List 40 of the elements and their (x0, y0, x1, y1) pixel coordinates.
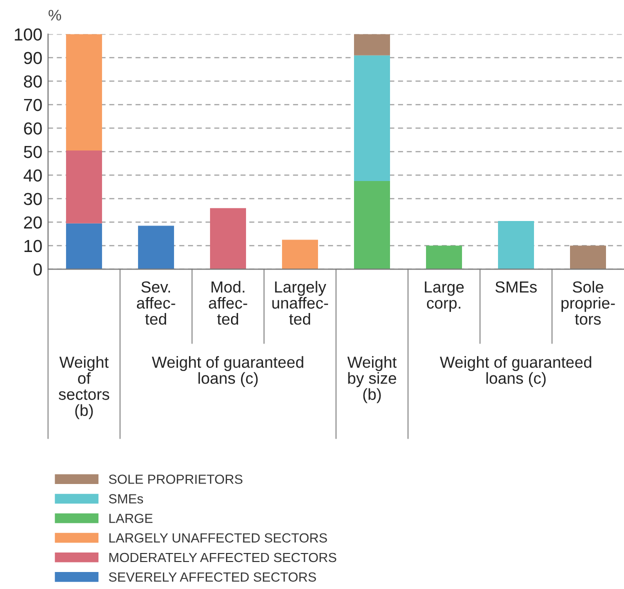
legend-label: SOLE PROPRIETORS (108, 474, 242, 484)
legend-label: MODERATELY AFFECTED SECTORS (109, 552, 336, 562)
text: Weight of sectors (b) (58, 356, 110, 420)
bar (66, 34, 102, 150)
bar (66, 150, 102, 224)
y-axis-title: % (48, 10, 62, 21)
bar (210, 208, 246, 270)
legend-label: LARGE (109, 514, 152, 524)
y-tick-label: 70 (24, 98, 42, 112)
x-tick-label: Sev. affec- ted (136, 281, 176, 325)
legend-label: SMEs (108, 494, 144, 504)
bar (426, 246, 462, 270)
legend-label: LARGELY UNAFFECTED SECTORS (109, 533, 327, 543)
text: Weight by size (b) (347, 356, 397, 404)
bar (570, 246, 606, 270)
bar (354, 34, 390, 56)
bar (354, 55, 390, 182)
y-tick-label: 90 (24, 52, 42, 64)
y-tick-label: 60 (24, 122, 42, 135)
bar (354, 181, 390, 270)
y-tick-label: 10 (24, 240, 42, 252)
text: Weight of guaranteed loans (c) (152, 356, 304, 388)
legend-label: SEVERELY AFFECTED SECTORS (108, 572, 316, 582)
x-tick-label: Largely unaffec- ted (272, 280, 328, 325)
bar (138, 226, 174, 270)
x-tick-label: SMEs (495, 281, 537, 293)
y-tick-label: 0 (34, 263, 42, 276)
bar (282, 240, 318, 270)
x-tick-label: Sole proprie- tors (562, 280, 615, 325)
y-tick-label: 50 (24, 146, 42, 158)
y-tick-label: 80 (24, 75, 42, 88)
bar (498, 220, 534, 270)
y-tick-label: 30 (24, 192, 42, 206)
x-tick-label: Large corp. (424, 282, 464, 312)
y-tick-label: 20 (24, 216, 42, 229)
x-tick-label: Mod. affec- ted (208, 280, 248, 325)
y-tick-label: 100 (14, 28, 42, 41)
text: Weight of guaranteed loans (c) (440, 356, 592, 388)
bar (66, 223, 102, 270)
y-tick-label: 40 (24, 169, 42, 182)
